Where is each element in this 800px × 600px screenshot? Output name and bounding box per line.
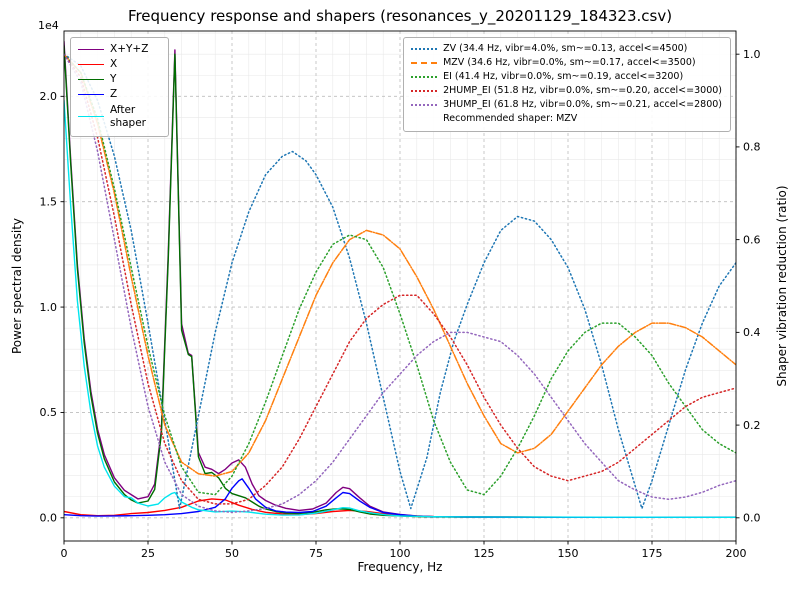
legend-line-sample-2hump-ei [411, 89, 438, 92]
legend-label: MZV (34.6 Hz, vibr=0.0%, sm~=0.17, accel… [443, 57, 696, 68]
left-y-tick-label: 0.5 [40, 406, 58, 419]
legend-line-sample-y [78, 79, 104, 81]
legend-entry-z: Z [78, 88, 160, 101]
left-y-tick-label: 2.0 [40, 90, 58, 103]
series-after-shaper [64, 99, 736, 518]
series-zv [64, 53, 736, 510]
legend-entry-3hump-ei: 3HUMP_EI (61.8 Hz, vibr=0.0%, sm~=0.21, … [411, 99, 722, 110]
legend-label: X [110, 58, 118, 71]
series-3hump-ei [64, 53, 736, 514]
recommended-shaper-text: Recommended shaper: MZV [443, 113, 578, 124]
x-tick-label: 200 [726, 547, 747, 560]
series-ei [64, 53, 736, 496]
legend-label: X+Y+Z [110, 43, 149, 55]
x-tick-label: 175 [642, 547, 663, 560]
chart-title: Frequency response and shapers (resonanc… [127, 7, 673, 25]
legend-entry-zv: ZV (34.4 Hz, vibr=4.0%, sm~=0.13, accel<… [411, 43, 722, 54]
right-y-tick-label: 0.0 [743, 512, 761, 525]
axis-ticks [60, 53, 740, 545]
x-tick-label: 0 [61, 547, 68, 560]
psd-legend: X+Y+Z X Y Z After shaper [70, 37, 169, 137]
legend-line-sample-zv [411, 47, 438, 50]
right-y-tick-label: 0.6 [743, 233, 761, 246]
legend-line-sample-x [78, 64, 104, 66]
legend-entry-after-shaper: After shaper [78, 104, 160, 130]
legend-entry-ei: EI (41.4 Hz, vibr=0.0%, sm~=0.19, accel<… [411, 71, 722, 82]
legend-line-sample-3hump-ei [411, 103, 438, 106]
legend-label: After shaper [110, 103, 147, 129]
legend-entry-y: Y [78, 73, 160, 86]
legend-line-sample-mzv [411, 61, 438, 64]
x-tick-label: 125 [474, 547, 495, 560]
x-tick-label: 50 [225, 547, 239, 560]
legend-line-sample-ei [411, 75, 438, 78]
x-tick-label: 150 [558, 547, 579, 560]
left-y-tick-label: 1.0 [40, 301, 58, 314]
series-z [64, 478, 736, 518]
legend-entry-x: X [78, 58, 160, 71]
right-y-tick-label: 0.8 [743, 141, 761, 154]
legend-line-sample-xyz [78, 49, 104, 51]
recommended-shaper-note: Recommended shaper: MZV [411, 113, 722, 124]
series-y [64, 45, 736, 518]
series-curves [64, 40, 736, 518]
left-y-tick-label: 0.0 [40, 512, 58, 525]
legend-line-sample-after-shaper [78, 116, 104, 118]
left-axis-offset-text: 1e4 [38, 19, 59, 32]
right-y-tick-label: 1.0 [743, 48, 761, 61]
tick-labels: 0 25 50 75 100 125 150 175 200 0.0 0.5 1.0 1.5 2.0 0.0… [40, 48, 761, 560]
left-y-tick-label: 1.5 [40, 196, 58, 209]
legend-entry-mzv: MZV (34.6 Hz, vibr=0.0%, sm~=0.17, accel… [411, 57, 722, 68]
legend-entry-2hump-ei: 2HUMP_EI (51.8 Hz, vibr=0.0%, sm~=0.20, … [411, 85, 722, 96]
legend-label: EI (41.4 Hz, vibr=0.0%, sm~=0.19, accel<… [443, 71, 684, 82]
legend-label: ZV (34.4 Hz, vibr=4.0%, sm~=0.13, accel<… [443, 43, 688, 54]
legend-label: 2HUMP_EI (51.8 Hz, vibr=0.0%, sm~=0.20, … [443, 85, 722, 96]
x-tick-label: 100 [390, 547, 411, 560]
legend-label: Y [110, 73, 117, 86]
legend-label: Z [110, 88, 118, 101]
right-y-tick-label: 0.2 [743, 419, 761, 432]
right-y-tick-label: 0.4 [743, 326, 761, 339]
shaper-legend: ZV (34.4 Hz, vibr=4.0%, sm~=0.13, accel<… [403, 37, 731, 132]
legend-line-sample-z [78, 94, 104, 96]
legend-label: 3HUMP_EI (61.8 Hz, vibr=0.0%, sm~=0.21, … [443, 99, 722, 110]
x-tick-label: 25 [141, 547, 155, 560]
x-axis-label: Frequency, Hz [357, 560, 443, 574]
x-tick-label: 75 [309, 547, 323, 560]
legend-entry-xyz: X+Y+Z [78, 43, 160, 56]
series-2hump-ei [64, 53, 736, 505]
